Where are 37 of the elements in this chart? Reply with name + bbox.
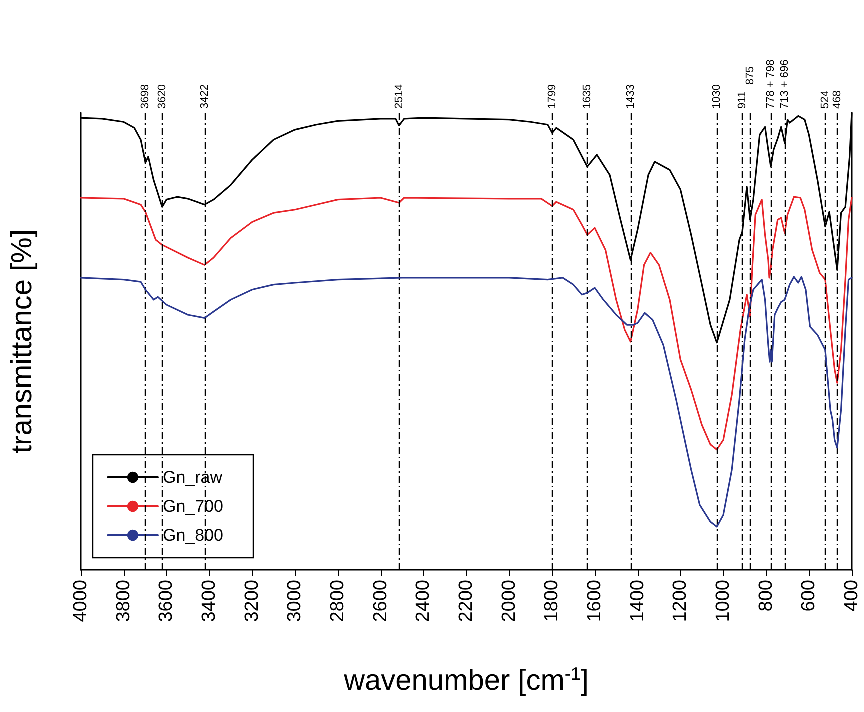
x-tick-label: 1000	[713, 580, 734, 622]
x-tick-label: 2000	[498, 580, 520, 622]
x-tick-label: 2600	[370, 580, 392, 622]
ref-line-label: 3422	[198, 84, 211, 109]
ref-line-label: 875	[744, 66, 756, 85]
x-tick-label: 1400	[627, 580, 648, 622]
ref-line-label: 911	[736, 91, 749, 109]
x-tick-label: 1800	[542, 580, 563, 622]
ref-line-label: 1433	[624, 84, 637, 109]
x-tick-label: 4000	[70, 580, 92, 622]
legend-label: Gn_raw	[163, 468, 224, 487]
ref-line-label: 3620	[156, 84, 168, 109]
ref-line-label: 713 + 696	[778, 60, 791, 109]
ref-line-label: 2514	[393, 84, 406, 109]
x-tick-label: 600	[798, 580, 820, 612]
x-tick-label: 400	[842, 580, 862, 612]
ref-line-label: 1030	[711, 84, 724, 109]
x-tick-label: 3400	[199, 580, 220, 622]
x-tick-label: 1600	[584, 580, 606, 622]
ref-line-label: 3698	[140, 84, 152, 109]
ref-line-label: 778 + 798	[765, 60, 778, 109]
x-tick-label: 2800	[328, 580, 348, 622]
ref-line-label: 524	[819, 90, 832, 109]
legend-label: Gn_700	[163, 497, 224, 516]
ref-line-label: 1799	[546, 84, 558, 109]
x-tick-label: 3000	[284, 580, 306, 622]
ref-line-label: 1635	[582, 84, 594, 109]
x-tick-label: 2200	[456, 580, 477, 622]
legend-label: Gn_800	[163, 526, 224, 545]
ref-line-label: 468	[831, 90, 844, 109]
x-tick-label: 1200	[670, 580, 692, 622]
x-tick-label: 2400	[413, 580, 434, 622]
x-tick-label: 800	[756, 580, 777, 612]
y-axis-title: transmittance [%]	[6, 229, 38, 454]
x-tick-label: 3200	[242, 580, 263, 622]
x-tick-label: 3600	[156, 580, 178, 622]
x-tick-label: 3800	[113, 580, 134, 622]
